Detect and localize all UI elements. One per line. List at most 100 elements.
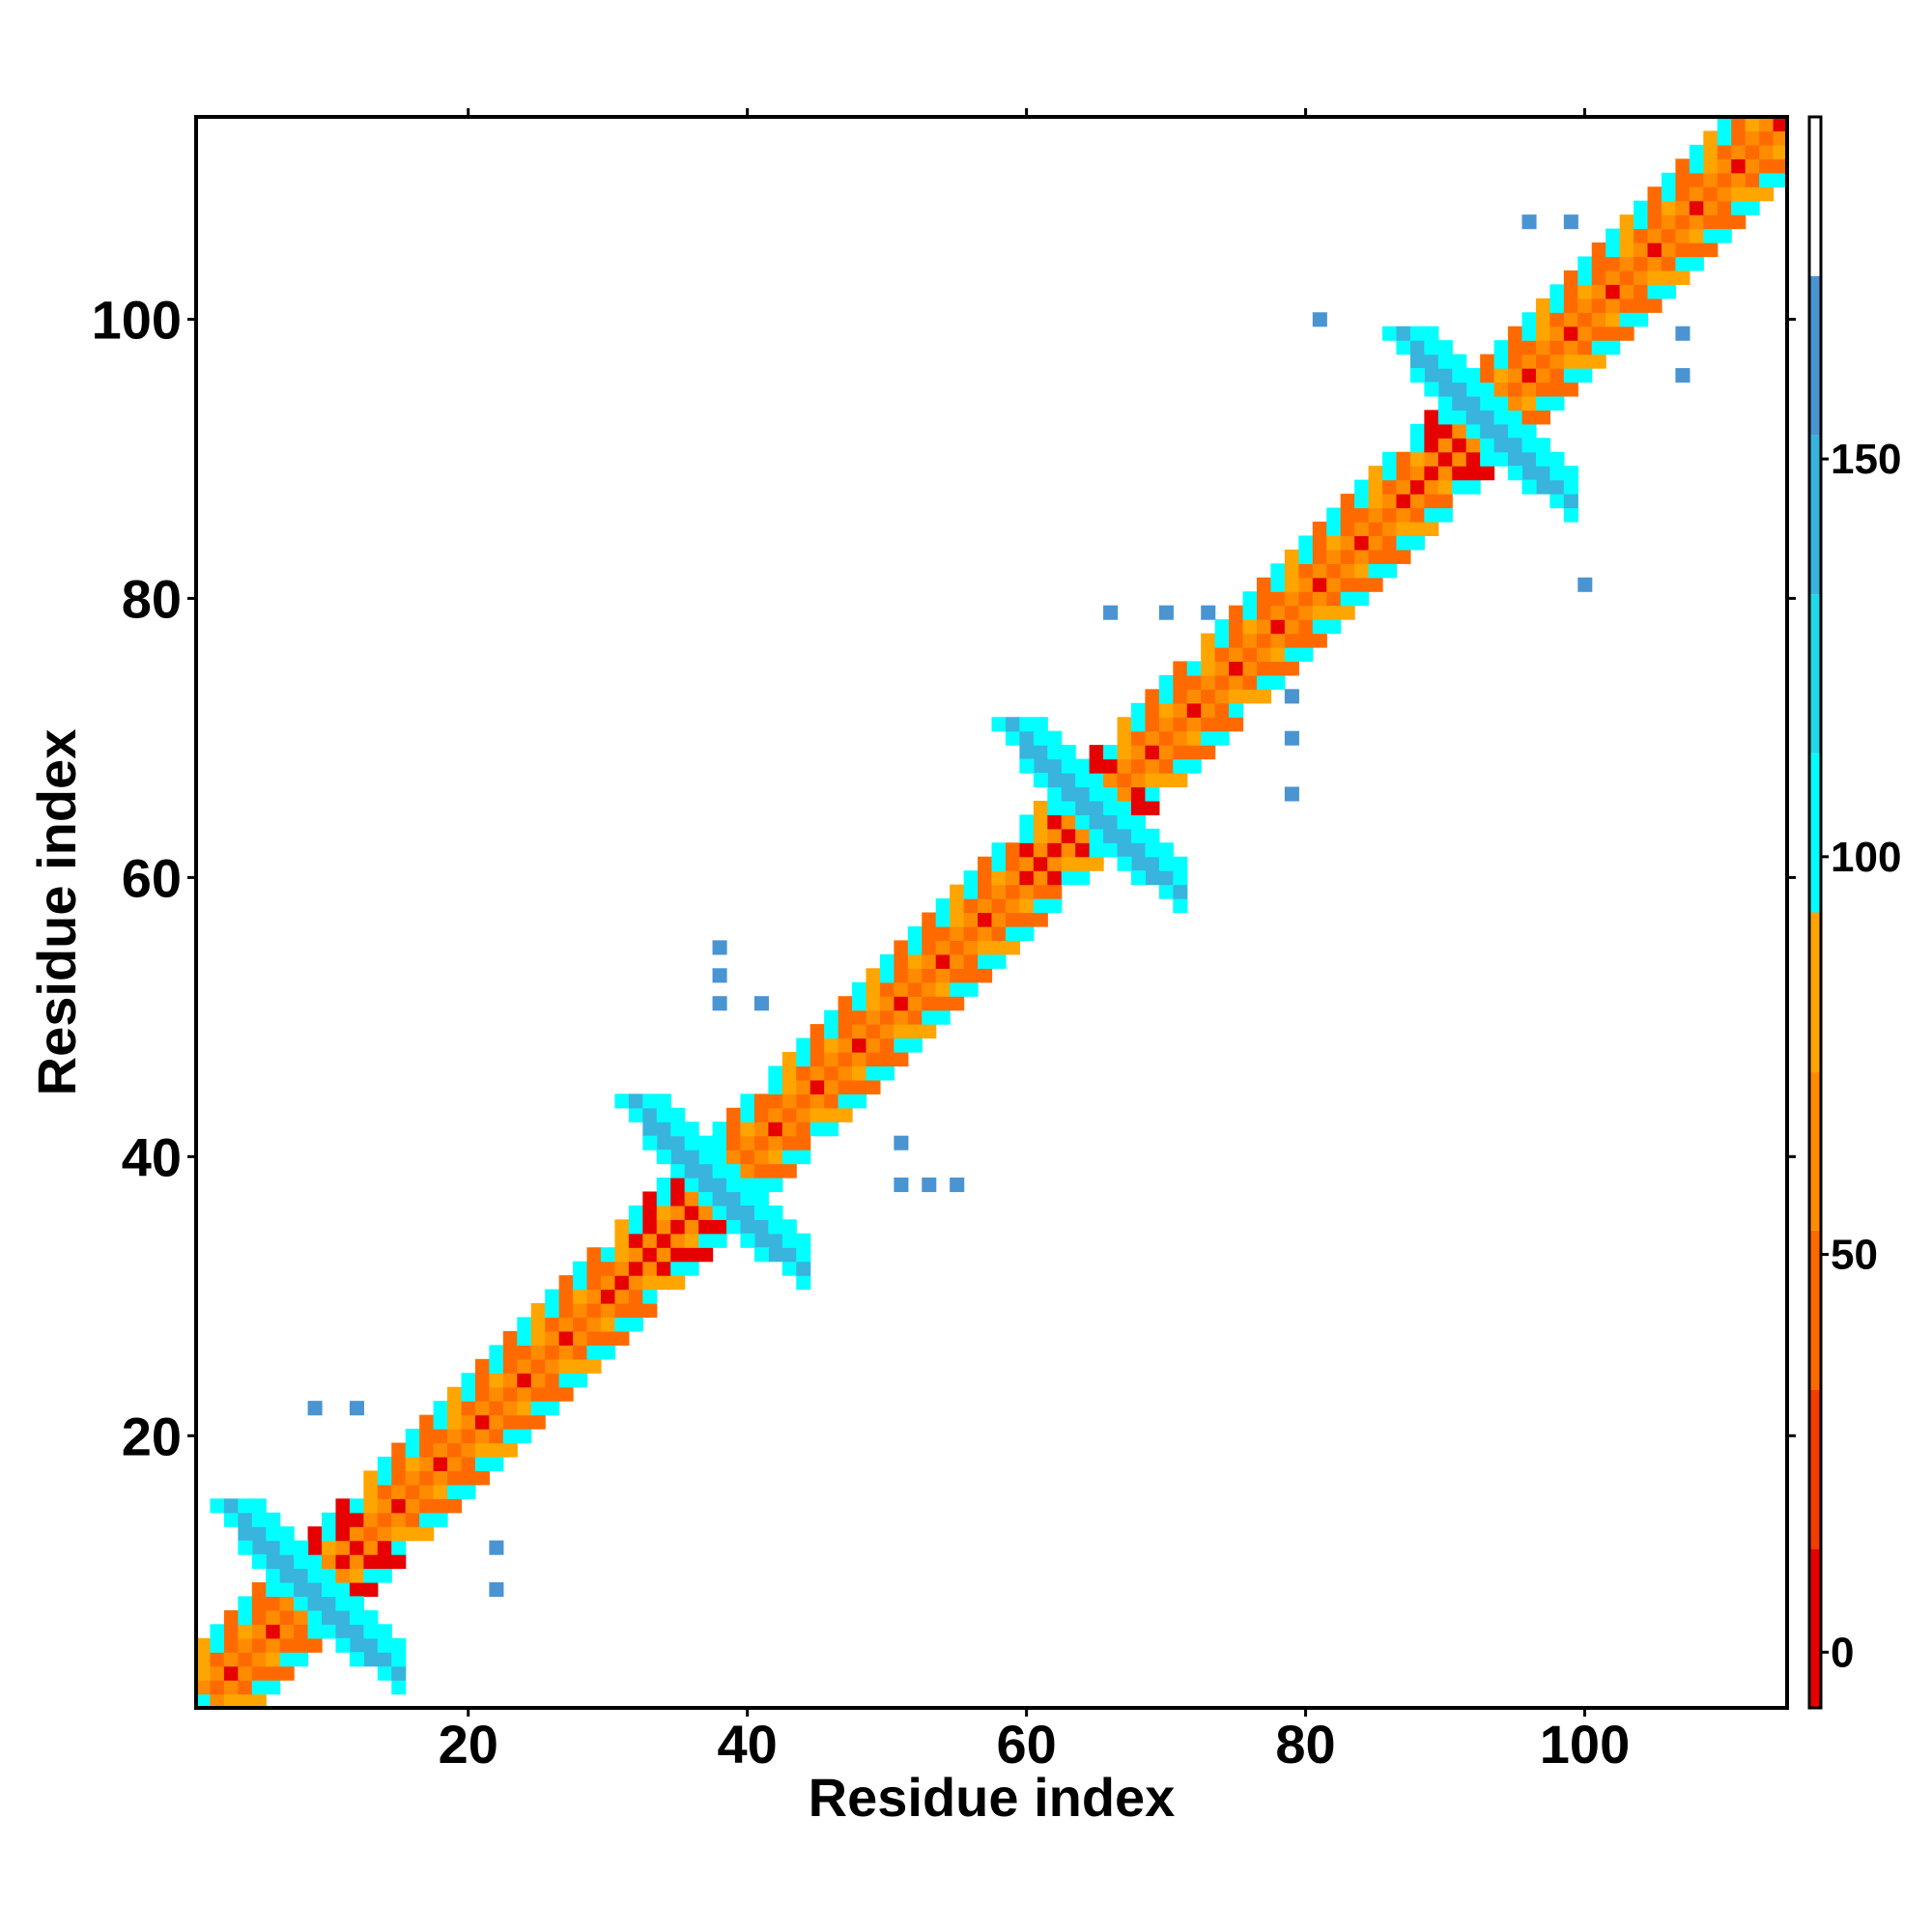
heatmap-cell	[781, 1094, 797, 1109]
heatmap-cell	[1396, 466, 1411, 481]
heatmap-cell	[1535, 466, 1550, 481]
heatmap-cell	[502, 1429, 518, 1444]
heatmap-cell	[950, 884, 965, 899]
heatmap-cell	[1773, 172, 1788, 187]
heatmap-cell	[1033, 717, 1048, 732]
heatmap-cell	[1382, 479, 1398, 495]
heatmap-cell	[1033, 814, 1048, 830]
heatmap-cell	[1145, 786, 1160, 802]
heatmap-cell	[266, 1680, 281, 1695]
heatmap-cell	[461, 1401, 476, 1416]
heatmap-cell	[642, 1303, 658, 1319]
heatmap-cell	[1312, 577, 1327, 592]
colorbar-band	[1809, 435, 1821, 595]
heatmap-cell	[1257, 633, 1272, 648]
heatmap-cell	[1075, 800, 1091, 815]
heatmap-cell	[781, 1051, 797, 1067]
heatmap-cell	[391, 1470, 407, 1486]
heatmap-cell	[349, 1637, 364, 1653]
heatmap-cell	[573, 1317, 588, 1332]
heatmap-cell	[307, 1624, 323, 1639]
heatmap-cell	[1201, 633, 1216, 648]
heatmap-cell	[1521, 423, 1537, 439]
heatmap-cell	[558, 1386, 574, 1402]
heatmap-cell	[1689, 186, 1704, 202]
heatmap-cell	[1689, 158, 1704, 174]
heatmap-cell	[1047, 745, 1063, 760]
x-tick-label: 40	[718, 1714, 778, 1775]
heatmap-cell	[419, 1429, 435, 1444]
heatmap-cell	[1535, 298, 1550, 313]
heatmap-cell	[1326, 619, 1342, 635]
heatmap-cell	[266, 1596, 281, 1611]
heatmap-cell	[1158, 717, 1174, 732]
heatmap-cell	[1465, 368, 1481, 384]
heatmap-cell	[1033, 730, 1048, 746]
heatmap-cell	[502, 1373, 518, 1388]
heatmap-cell	[377, 1665, 392, 1681]
heatmap-cell	[363, 1581, 379, 1598]
heatmap-cell	[1019, 870, 1035, 886]
heatmap-cell	[238, 1609, 253, 1625]
heatmap-cell	[1508, 451, 1523, 467]
heatmap-cell	[978, 884, 993, 899]
heatmap-cell	[614, 1219, 630, 1235]
heatmap-cell	[391, 1512, 407, 1527]
heatmap-cell	[1703, 158, 1719, 174]
heatmap-cell	[1382, 521, 1398, 537]
heatmap-cell	[1591, 284, 1606, 299]
heatmap-cell	[1396, 494, 1411, 509]
heatmap-cell	[894, 1024, 909, 1039]
y-axis-ticks: 20 40 60 80 100	[92, 289, 196, 1466]
heatmap-cell	[447, 1456, 463, 1471]
heatmap-cell	[251, 1554, 267, 1570]
heatmap-cell	[1549, 326, 1565, 341]
heatmap-cell	[810, 1065, 825, 1081]
heatmap-cell	[586, 1345, 602, 1360]
heatmap-cell	[698, 1219, 714, 1235]
heatmap-cell	[796, 1079, 811, 1094]
heatmap-cell	[1298, 619, 1314, 635]
x-tick-label: 80	[1275, 1714, 1335, 1775]
heatmap-cell	[1396, 507, 1411, 523]
heatmap-cell	[628, 1094, 643, 1109]
heatmap-cell	[307, 1526, 323, 1542]
heatmap-cell	[1563, 298, 1578, 313]
heatmap-cell	[1521, 354, 1537, 369]
heatmap-cell	[517, 1386, 532, 1402]
heatmap-cell	[1382, 451, 1398, 467]
heatmap-cell	[1675, 256, 1690, 271]
heatmap-cell	[656, 1178, 671, 1193]
heatmap-cell	[963, 953, 979, 969]
heatmap-cell	[866, 1024, 881, 1039]
heatmap-cell	[1270, 647, 1286, 663]
heatmap-cell	[1480, 368, 1495, 384]
heatmap-cell	[1061, 786, 1076, 802]
heatmap-cell	[530, 1401, 546, 1416]
heatmap-cell	[335, 1596, 351, 1611]
heatmap-cell	[391, 1526, 407, 1542]
heatmap-cell	[1424, 340, 1439, 355]
heatmap-cell	[1270, 577, 1286, 592]
heatmap-cell	[600, 1247, 616, 1263]
heatmap-cell	[517, 1358, 532, 1374]
heatmap-cell	[1382, 535, 1398, 551]
heatmap-cell	[1689, 172, 1704, 187]
heatmap-cell	[1508, 395, 1523, 411]
heatmap-cell	[502, 1386, 518, 1402]
heatmap-cell	[1312, 633, 1327, 648]
heatmap-cell	[1214, 717, 1230, 732]
heatmap-cell	[223, 1637, 239, 1653]
heatmap-cell	[1117, 745, 1132, 760]
heatmap-cell	[363, 1609, 379, 1625]
heatmap-cell	[1298, 563, 1314, 579]
heatmap-cell	[1284, 619, 1299, 635]
heatmap-cell	[1521, 479, 1537, 495]
heatmap-cell	[1103, 745, 1119, 760]
heatmap-cell	[238, 1665, 253, 1681]
heatmap-cell	[1647, 256, 1662, 271]
plot-frame	[194, 115, 1789, 1710]
heatmap-cell	[642, 1107, 658, 1122]
heatmap-cell	[712, 1233, 727, 1248]
colorbar-band	[1809, 1548, 1821, 1708]
